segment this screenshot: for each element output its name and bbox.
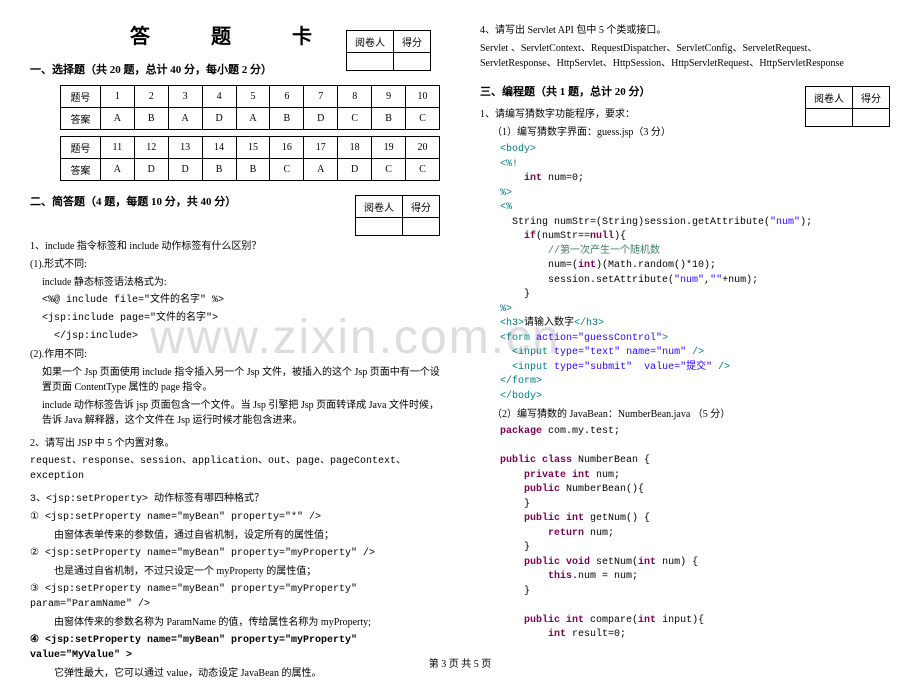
code-java: package com.my.test; public class Number… (500, 425, 890, 643)
right-page: 4、请写出 Servlet API 包中 5 个类或接口。 Servlet 、S… (480, 20, 890, 684)
answer-table-2: 题号11121314151617181920 答案ADDBBCADCC (60, 136, 440, 181)
score-box-top: 阅卷人得分 (346, 30, 431, 71)
sb-c1: 阅卷人 (347, 31, 394, 53)
q3-2b: 也是通过自省机制，不过只设定一个 myProperty 的属性值； (54, 564, 440, 579)
q3-1b: 由窗体表单传来的参数值，通过自省机制，设定所有的属性值； (54, 528, 440, 543)
q3-2: ② <jsp:setProperty name="myBean" propert… (30, 546, 440, 561)
q1g: 如果一个 Jsp 页面使用 include 指令插入另一个 Jsp 文件，被插入… (42, 365, 440, 395)
q3-4: ④ <jsp:setProperty name="myBean" propert… (30, 633, 440, 663)
code-jsp: <body> <%! int num=0; %> <% String numSt… (500, 143, 890, 404)
q4: 4、请写出 Servlet API 包中 5 个类或接口。 (480, 23, 890, 38)
q3: 3、<jsp:setProperty> 动作标签有哪四种格式？ (30, 492, 440, 507)
q1c: <%@ include file="文件的名字" %> (42, 293, 440, 308)
q2a: request、response、session、application、out… (30, 454, 440, 484)
q1f: (2).作用不同: (30, 347, 440, 362)
s3q1a: （1）编写猜数字界面：guess.jsp（3 分） (492, 125, 890, 140)
q3-3: ③ <jsp:setProperty name="myBean" propert… (30, 582, 440, 612)
q1d: <jsp:include page="文件的名字"> (42, 311, 440, 326)
score-box-2: 阅卷人得分 (355, 195, 440, 236)
sb-c2: 得分 (394, 31, 431, 53)
answer-table-1: 题号12345678910 答案ABADABDCBC (60, 85, 440, 130)
q2: 2、请写出 JSP 中 5 个内置对象。 (30, 436, 440, 451)
left-page: 答 题 卡 阅卷人得分 一、选择题（共 20 题，总计 40 分，每小题 2 分… (30, 20, 440, 684)
q1h: include 动作标签告诉 jsp 页面包含一个文件。当 Jsp 引擎把 Js… (42, 398, 440, 428)
s3q1c: （2）编写猜数的 JavaBean：NumberBean.java （5 分） (492, 407, 890, 422)
q4a: Servlet 、ServletContext、RequestDispatche… (480, 41, 890, 71)
q3-3b: 由窗体传来的参数名称为 ParamName 的值，传给属性名称为 myPrope… (54, 615, 440, 630)
q3-1: ① <jsp:setProperty name="myBean" propert… (30, 510, 440, 525)
q1: 1、include 指令标签和 include 动作标签有什么区别？ (30, 239, 440, 254)
score-box-3: 阅卷人得分 (805, 86, 890, 127)
q1e: </jsp:include> (54, 329, 440, 344)
q1a: (1).形式不同: (30, 257, 440, 272)
q1b: include 静态标签语法格式为: (42, 275, 440, 290)
q3-4b: 它弹性最大，它可以通过 value，动态设定 JavaBean 的属性。 (54, 666, 440, 681)
